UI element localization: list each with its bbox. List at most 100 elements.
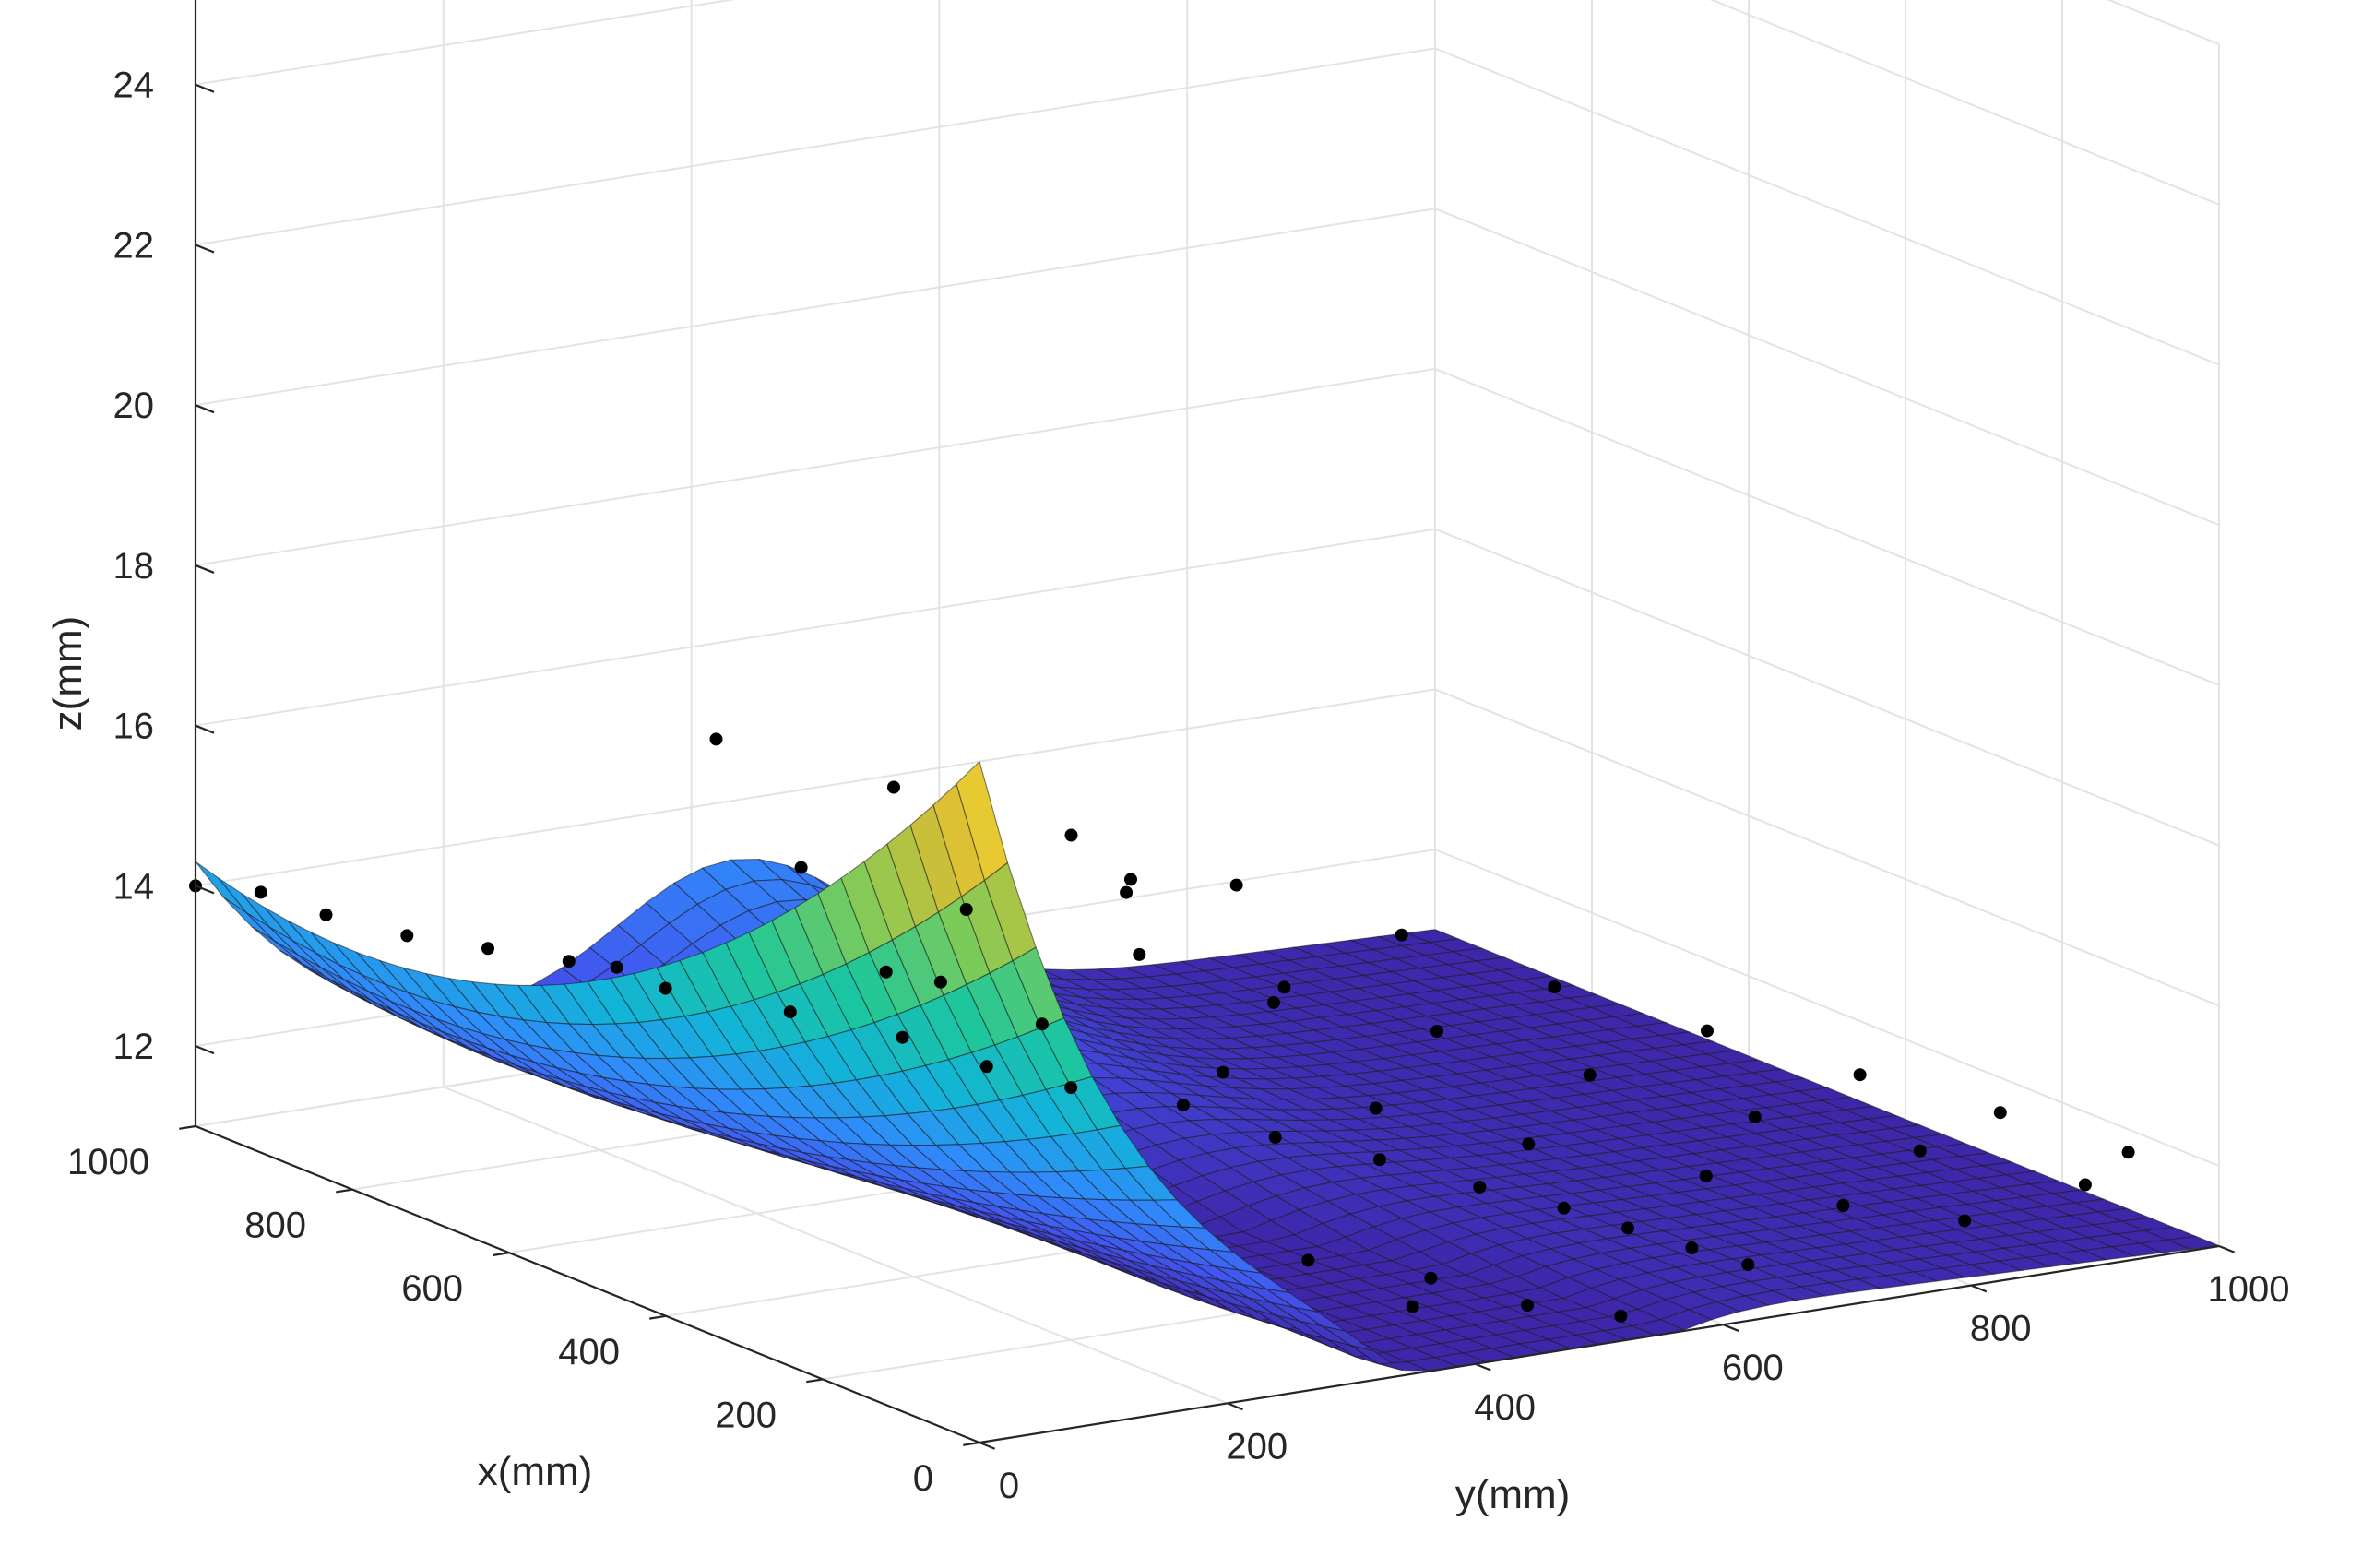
x-tick-label: 800: [244, 1206, 306, 1246]
backwall-grid-z: [195, 208, 1436, 407]
measured-point: [1035, 1017, 1049, 1031]
measured-point: [1614, 1309, 1628, 1323]
surface-cell: [195, 861, 247, 914]
z-tick: [195, 244, 215, 254]
z-tick-label: 14: [113, 866, 155, 907]
sidewall-grid-z: [1709, 0, 2220, 206]
sidewall-grid-z: [1434, 47, 2220, 366]
y-tick: [2218, 1244, 2236, 1253]
measured-point: [933, 975, 947, 989]
measured-point: [1993, 1106, 2007, 1120]
tick-labels: 0 200 400 600 800 1000 0 200 400 600 800 1000 12 14 16…: [67, 65, 2290, 1506]
measured-point: [1064, 828, 1078, 842]
y-tick: [1970, 1284, 1988, 1293]
measured-point: [1583, 1068, 1597, 1082]
measured-point: [794, 861, 808, 874]
floor-grid-y: [443, 1086, 1229, 1405]
y-tick: [1475, 1362, 1491, 1372]
x-tick: [649, 1314, 667, 1320]
fitted-surface: [195, 760, 2220, 1372]
measured-point: [319, 908, 333, 921]
measured-point: [1373, 1153, 1386, 1167]
measured-point: [1557, 1201, 1571, 1215]
y-tick-label: 200: [1226, 1426, 1288, 1467]
measured-point: [959, 903, 973, 916]
y-tick: [1227, 1402, 1243, 1411]
sidewall-grid-z: [1434, 528, 2220, 847]
measured-point: [1120, 885, 1134, 899]
measured-point: [1395, 928, 1408, 942]
measured-point: [1406, 1300, 1419, 1313]
measured-point: [1229, 878, 1243, 892]
sidewall-grid-z: [1434, 688, 2220, 1007]
sidewall-grid-z: [2107, 0, 2220, 45]
x-tick-label: 200: [715, 1395, 777, 1435]
measured-point: [1176, 1099, 1190, 1112]
measured-point: [709, 732, 723, 746]
sidewall-grid-z: [1434, 368, 2220, 686]
measured-point: [879, 965, 893, 979]
measured-point: [481, 942, 494, 956]
y-tick-label: 0: [999, 1466, 1019, 1506]
top-edge-side: [2107, 0, 2220, 45]
measured-point: [1836, 1199, 1850, 1212]
measured-point: [1699, 1170, 1713, 1182]
measured-point: [1424, 1271, 1438, 1285]
x-tick-label: 400: [558, 1332, 620, 1372]
measured-point: [1301, 1253, 1315, 1267]
measured-point: [1741, 1258, 1755, 1272]
z-tick-label: 18: [113, 546, 155, 587]
measured-point: [783, 1005, 797, 1019]
z-tick: [195, 724, 215, 734]
measured-point: [659, 981, 672, 995]
axes: [179, 0, 2236, 1450]
measured-point: [1521, 1299, 1535, 1313]
measured-point: [1369, 1101, 1383, 1115]
measured-point: [1548, 980, 1561, 993]
y-tick-label: 1000: [2208, 1269, 2290, 1310]
measured-point: [1133, 947, 1146, 961]
measured-point: [1217, 1065, 1229, 1079]
y-axis-title: y(mm): [1455, 1472, 1571, 1517]
measured-point: [1268, 1131, 1282, 1144]
measured-point: [1621, 1221, 1634, 1235]
z-tick: [195, 404, 215, 414]
measured-point: [1913, 1144, 1927, 1158]
x-axis-line: [195, 1124, 980, 1444]
y-tick-label: 600: [1722, 1348, 1784, 1388]
z-tick: [195, 885, 215, 895]
measured-point: [1685, 1241, 1699, 1254]
measured-point: [1473, 1181, 1487, 1194]
backwall-grid-z: [195, 688, 1436, 887]
z-tick-label: 24: [113, 65, 155, 106]
measured-point: [1701, 1024, 1714, 1038]
measured-point: [610, 960, 623, 974]
x-axis-title: x(mm): [478, 1449, 593, 1494]
x-tick: [493, 1252, 510, 1257]
measured-point: [1277, 980, 1291, 994]
measured-point: [1958, 1214, 1972, 1228]
measured-point: [1748, 1111, 1762, 1123]
z-tick-label: 22: [113, 226, 155, 267]
y-tick: [1722, 1324, 1739, 1332]
measured-point: [1430, 1025, 1443, 1038]
measured-point: [1124, 873, 1137, 886]
measured-point: [254, 885, 267, 899]
measured-point: [1064, 1081, 1078, 1095]
measured-point: [896, 1030, 909, 1044]
backwall-grid-z: [195, 367, 1436, 566]
y-tick-label: 800: [1970, 1309, 2032, 1349]
measured-point: [562, 955, 576, 968]
x-tick: [806, 1378, 824, 1384]
measured-point: [2121, 1146, 2135, 1159]
z-axis-title: z(mm): [45, 616, 90, 731]
backwall-grid-z: [195, 528, 1436, 727]
measured-point: [1267, 995, 1280, 1009]
backwall-grid-z: [195, 0, 736, 86]
y-axis-line: [979, 1244, 2220, 1444]
surface-cell: [218, 877, 270, 928]
y-tick-label: 400: [1474, 1387, 1536, 1428]
x-tick-label: 1000: [67, 1142, 149, 1182]
z-tick-label: 20: [113, 386, 155, 426]
